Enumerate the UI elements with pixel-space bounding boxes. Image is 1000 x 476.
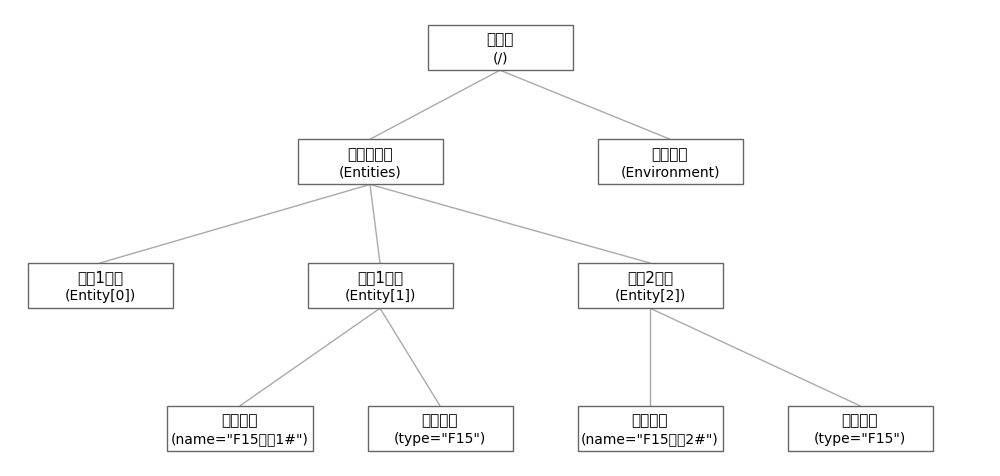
Text: (type="F15"): (type="F15") bbox=[814, 432, 906, 446]
FancyBboxPatch shape bbox=[368, 406, 512, 451]
Text: 飞机2节点: 飞机2节点 bbox=[627, 270, 673, 286]
FancyBboxPatch shape bbox=[578, 263, 722, 308]
FancyBboxPatch shape bbox=[308, 263, 452, 308]
Text: 名称节点: 名称节点 bbox=[222, 413, 258, 428]
Text: 实体集节点: 实体集节点 bbox=[347, 147, 393, 162]
Text: (Entities): (Entities) bbox=[339, 165, 401, 179]
FancyBboxPatch shape bbox=[598, 139, 742, 184]
Text: (type="F15"): (type="F15") bbox=[394, 432, 486, 446]
FancyBboxPatch shape bbox=[28, 263, 173, 308]
Text: 类型节点: 类型节点 bbox=[842, 413, 878, 428]
FancyBboxPatch shape bbox=[788, 406, 932, 451]
Text: 环境节点: 环境节点 bbox=[652, 147, 688, 162]
Text: 飞机1节点: 飞机1节点 bbox=[357, 270, 403, 286]
Text: 类型节点: 类型节点 bbox=[422, 413, 458, 428]
Text: (Entity[1]): (Entity[1]) bbox=[344, 289, 416, 303]
Text: (Entity[0]): (Entity[0]) bbox=[64, 289, 136, 303]
Text: 根节点: 根节点 bbox=[486, 32, 514, 48]
Text: (/): (/) bbox=[492, 51, 508, 65]
FancyBboxPatch shape bbox=[428, 25, 572, 70]
Text: 名称节点: 名称节点 bbox=[632, 413, 668, 428]
FancyBboxPatch shape bbox=[578, 406, 722, 451]
Text: (Entity[2]): (Entity[2]) bbox=[614, 289, 686, 303]
FancyBboxPatch shape bbox=[167, 406, 312, 451]
Text: (name="F15战机1#"): (name="F15战机1#") bbox=[171, 432, 309, 446]
FancyBboxPatch shape bbox=[298, 139, 442, 184]
Text: (name="F15战机2#"): (name="F15战机2#") bbox=[581, 432, 719, 446]
Text: 车辆1节点: 车辆1节点 bbox=[77, 270, 123, 286]
Text: (Environment): (Environment) bbox=[620, 165, 720, 179]
